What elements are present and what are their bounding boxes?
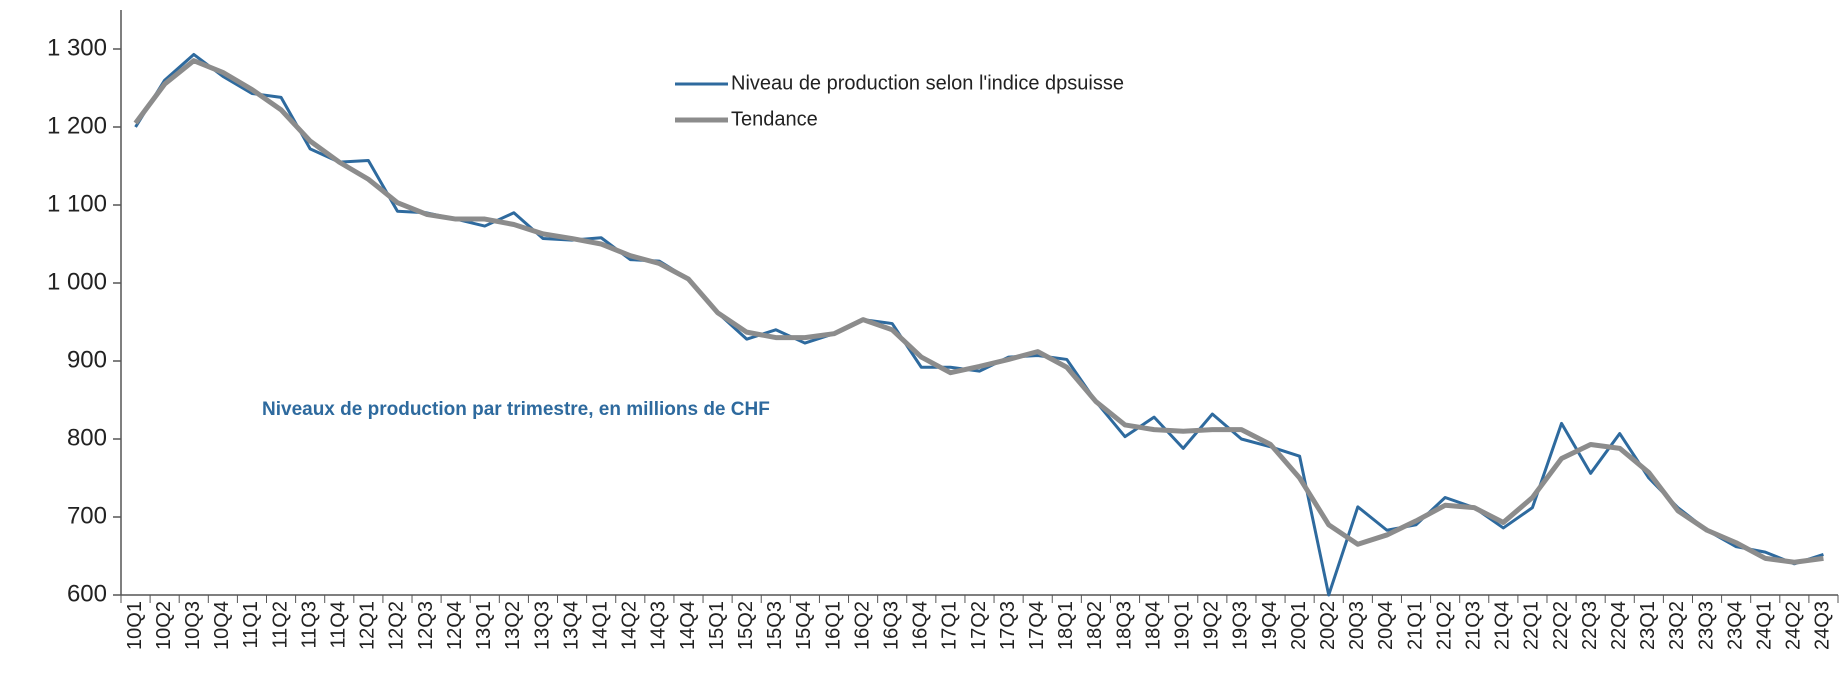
x-tick-label: 22Q2 (1550, 601, 1572, 650)
x-tick-label: 13Q4 (560, 601, 582, 650)
y-tick-label: 600 (67, 580, 107, 607)
x-tick-label: 21Q3 (1463, 601, 1485, 650)
y-tick-label: 1 000 (47, 268, 107, 295)
x-tick-label: 12Q1 (357, 601, 379, 650)
x-tick-label: 11Q2 (269, 601, 291, 648)
x-tick-label: 17Q2 (968, 601, 990, 650)
x-tick-label: 19Q1 (1171, 601, 1193, 650)
y-tick-label: 800 (67, 424, 107, 451)
series-line (133, 58, 1824, 565)
x-tick-label: 24Q2 (1783, 601, 1805, 650)
x-tick-label: 21Q2 (1433, 601, 1455, 650)
x-tick-label: 14Q4 (677, 601, 699, 650)
x-tick-label: 13Q2 (502, 601, 524, 650)
x-tick-label: 12Q3 (415, 601, 437, 650)
x-tick-label: 13Q1 (473, 601, 495, 650)
x-tick-label: 18Q3 (1113, 601, 1135, 650)
x-tick-label: 24Q1 (1754, 601, 1776, 650)
x-tick-label: 18Q1 (1055, 601, 1077, 650)
x-tick-label: 16Q3 (880, 601, 902, 650)
x-tick-label: 14Q1 (589, 601, 611, 650)
x-tick-label: 11Q4 (328, 601, 350, 648)
legend-label: Niveau de production selon l'indice dpsu… (731, 72, 1124, 94)
x-tick-label: 14Q2 (619, 601, 641, 650)
x-tick-label: 10Q4 (211, 601, 233, 650)
x-tick-label: 16Q1 (822, 601, 844, 650)
y-tick-label: 700 (67, 502, 107, 529)
x-tick-label: 23Q2 (1666, 601, 1688, 650)
x-tick-label: 18Q2 (1084, 601, 1106, 650)
x-tick-label: 19Q2 (1201, 601, 1223, 650)
x-tick-label: 13Q3 (531, 601, 553, 650)
x-tick-label: 17Q1 (939, 601, 961, 650)
x-tick-label: 10Q1 (124, 601, 146, 650)
x-tick-label: 16Q4 (910, 601, 932, 650)
x-tick-label: 20Q4 (1375, 601, 1397, 650)
x-tick-label: 12Q4 (444, 601, 466, 650)
x-tick-label: 20Q3 (1346, 601, 1368, 650)
x-tick-label: 22Q4 (1608, 601, 1630, 650)
x-tick-label: 22Q3 (1579, 601, 1601, 650)
x-tick-label: 12Q2 (386, 601, 408, 650)
y-tick-label: 900 (67, 346, 107, 373)
x-tick-label: 18Q4 (1142, 601, 1164, 650)
y-tick-label: 1 100 (47, 190, 107, 217)
x-tick-label: 15Q3 (764, 601, 786, 650)
x-tick-label: 15Q1 (706, 601, 728, 650)
y-tick-label: 1 200 (47, 112, 107, 139)
x-tick-label: 23Q3 (1695, 601, 1717, 650)
x-tick-label: 23Q4 (1724, 601, 1746, 650)
x-tick-label: 17Q3 (997, 601, 1019, 650)
annotation: Niveaux de production par trimestre, en … (262, 399, 770, 420)
x-tick-label: 23Q1 (1637, 601, 1659, 650)
x-tick-label: 20Q2 (1317, 601, 1339, 650)
series-line (134, 52, 1824, 597)
x-tick-label: 15Q2 (735, 601, 757, 650)
legend-label: Tendance (731, 108, 818, 130)
x-tick-label: 21Q4 (1492, 601, 1514, 650)
x-tick-label: 10Q3 (182, 601, 204, 650)
x-tick-label: 21Q1 (1404, 601, 1426, 650)
y-tick-label: 1 300 (47, 34, 107, 61)
x-tick-label: 14Q3 (648, 601, 670, 650)
x-tick-label: 24Q3 (1812, 601, 1834, 650)
x-tick-label: 22Q1 (1521, 601, 1543, 650)
x-tick-label: 16Q2 (851, 601, 873, 650)
x-tick-label: 15Q4 (793, 601, 815, 650)
x-tick-label: 19Q3 (1230, 601, 1252, 650)
x-tick-label: 10Q2 (153, 601, 175, 650)
x-tick-label: 11Q3 (298, 601, 320, 648)
x-tick-label: 20Q1 (1288, 601, 1310, 650)
x-tick-label: 11Q1 (240, 601, 262, 648)
x-tick-label: 17Q4 (1026, 601, 1048, 650)
x-tick-label: 19Q4 (1259, 601, 1281, 650)
